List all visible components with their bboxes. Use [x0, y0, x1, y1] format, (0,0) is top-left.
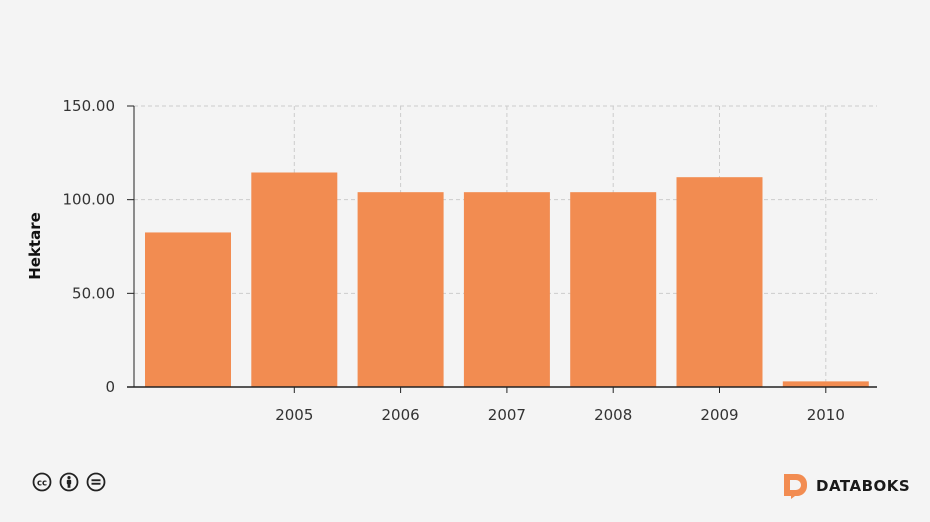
y-tick-label: 100.00 — [63, 191, 116, 209]
y-tick-label: 0 — [105, 378, 115, 396]
bar[interactable] — [357, 192, 444, 387]
license-icons: cc — [32, 472, 106, 492]
x-tick-label: 2010 — [807, 406, 845, 424]
x-tick-label: 2006 — [382, 406, 420, 424]
bar[interactable] — [251, 172, 338, 387]
creative-commons-icon[interactable]: cc — [32, 472, 52, 492]
databoks-logo-icon — [784, 474, 807, 499]
x-tick-label: 2009 — [700, 406, 738, 424]
bar[interactable] — [782, 381, 869, 387]
bars — [145, 172, 869, 387]
y-axis-label: Hektare — [26, 212, 44, 280]
brand-name: DATABOKS — [816, 477, 911, 495]
y-tick-label: 50.00 — [72, 284, 115, 302]
y-tick-label: 150.00 — [63, 97, 116, 115]
x-tick-label: 2007 — [488, 406, 526, 424]
bar[interactable] — [463, 192, 550, 387]
svg-text:cc: cc — [37, 479, 47, 489]
x-tick-label: 2008 — [594, 406, 632, 424]
databoks-logo[interactable]: DATABOKS — [782, 472, 910, 500]
attribution-icon[interactable] — [59, 472, 79, 492]
axes: 0 50.00 100.00 150.00 2005 2006 2007 2008 2009 20… — [63, 97, 877, 424]
bar[interactable] — [676, 177, 763, 387]
no-derivatives-icon[interactable] — [86, 472, 106, 492]
x-tick-label: 2005 — [275, 406, 313, 424]
bar[interactable] — [145, 232, 231, 387]
bar[interactable] — [570, 192, 657, 387]
